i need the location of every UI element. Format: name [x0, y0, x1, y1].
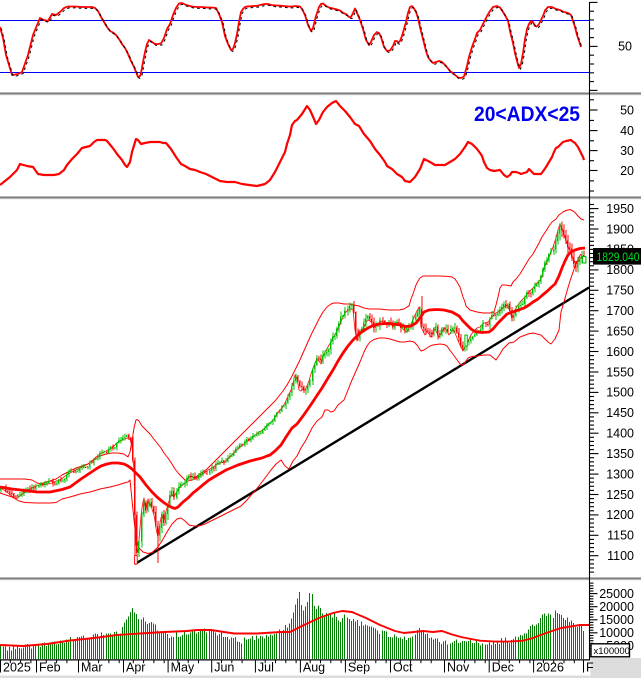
- svg-text:1300: 1300: [606, 467, 634, 481]
- svg-text:Oct: Oct: [393, 661, 413, 675]
- svg-text:Nov: Nov: [447, 661, 470, 675]
- svg-text:1450: 1450: [606, 406, 634, 420]
- svg-text:Aug: Aug: [303, 661, 325, 675]
- svg-text:1700: 1700: [606, 304, 634, 318]
- svg-text:1400: 1400: [606, 427, 634, 441]
- svg-text:1829.040: 1829.040: [597, 250, 640, 264]
- svg-text:Apr: Apr: [126, 661, 145, 675]
- svg-text:1550: 1550: [606, 365, 634, 379]
- svg-text:Feb: Feb: [39, 661, 61, 675]
- svg-text:50: 50: [620, 103, 634, 117]
- svg-text:1600: 1600: [606, 345, 634, 359]
- svg-text:25000: 25000: [599, 587, 634, 601]
- svg-text:1350: 1350: [606, 447, 634, 461]
- svg-text:F: F: [586, 661, 594, 675]
- svg-text:Mar: Mar: [81, 661, 103, 675]
- svg-text:1650: 1650: [606, 324, 634, 338]
- svg-text:40: 40: [620, 124, 634, 138]
- svg-text:1750: 1750: [606, 284, 634, 298]
- svg-text:2025: 2025: [3, 661, 31, 675]
- svg-text:Jul: Jul: [258, 661, 274, 675]
- svg-text:1900: 1900: [606, 222, 634, 236]
- svg-text:1800: 1800: [606, 263, 634, 277]
- svg-text:20<ADX<25: 20<ADX<25: [474, 102, 580, 126]
- svg-text:1500: 1500: [606, 386, 634, 400]
- svg-text:1100: 1100: [607, 549, 634, 563]
- svg-text:1150: 1150: [607, 529, 634, 543]
- svg-text:1200: 1200: [606, 508, 634, 522]
- svg-text:1250: 1250: [606, 488, 634, 502]
- svg-text:Sep: Sep: [348, 661, 370, 675]
- svg-text:May: May: [171, 661, 195, 675]
- svg-text:30: 30: [620, 144, 634, 158]
- svg-text:x100000: x100000: [594, 646, 630, 657]
- svg-text:1950: 1950: [606, 202, 634, 216]
- svg-text:15000: 15000: [599, 613, 634, 627]
- svg-text:2026: 2026: [536, 661, 564, 675]
- svg-text:Dec: Dec: [492, 661, 514, 675]
- svg-text:Jun: Jun: [214, 661, 234, 675]
- svg-text:50: 50: [618, 40, 632, 54]
- svg-text:20: 20: [620, 164, 634, 178]
- svg-text:10000: 10000: [599, 626, 634, 640]
- svg-text:20000: 20000: [599, 600, 634, 614]
